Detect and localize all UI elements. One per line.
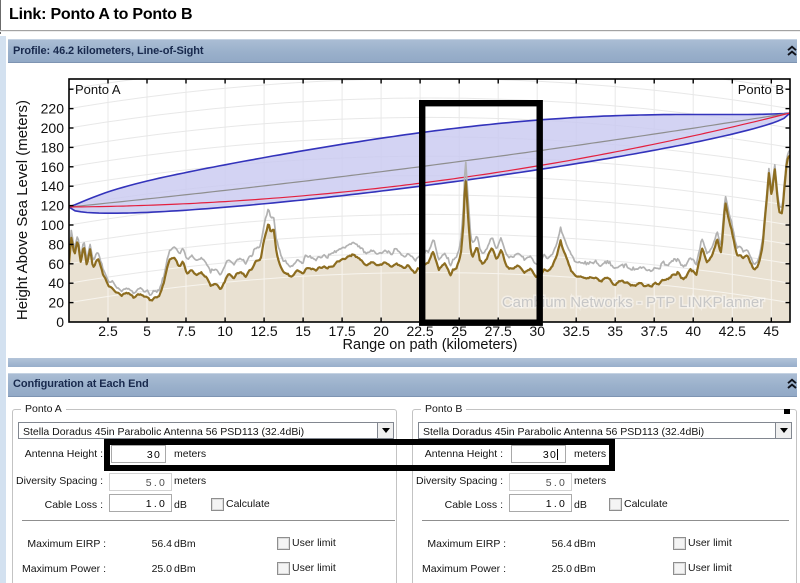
svg-text:Range on path (kilometers): Range on path (kilometers) xyxy=(343,337,518,353)
svg-text:Height Above Sea Level (meters: Height Above Sea Level (meters) xyxy=(14,100,31,320)
svg-text:20: 20 xyxy=(373,323,389,339)
svg-text:27.5: 27.5 xyxy=(485,323,512,339)
svg-text:40: 40 xyxy=(685,323,701,339)
svg-text:40: 40 xyxy=(48,275,64,291)
svg-text:22.5: 22.5 xyxy=(406,323,433,339)
svg-text:5: 5 xyxy=(143,323,151,339)
svg-text:0: 0 xyxy=(56,314,64,330)
svg-text:140: 140 xyxy=(41,178,65,194)
svg-text:200: 200 xyxy=(41,120,65,136)
svg-text:25: 25 xyxy=(451,323,467,339)
svg-text:Ponto B: Ponto B xyxy=(738,82,784,97)
svg-text:45: 45 xyxy=(764,323,780,339)
svg-text:80: 80 xyxy=(48,236,64,252)
svg-text:37.5: 37.5 xyxy=(641,323,668,339)
svg-text:100: 100 xyxy=(41,217,65,233)
svg-text:10: 10 xyxy=(217,323,233,339)
svg-text:32.5: 32.5 xyxy=(563,323,590,339)
svg-text:60: 60 xyxy=(48,256,64,272)
svg-text:180: 180 xyxy=(41,139,65,155)
svg-text:2.5: 2.5 xyxy=(98,323,118,339)
svg-text:220: 220 xyxy=(41,101,65,117)
svg-text:15: 15 xyxy=(295,323,311,339)
svg-text:12.5: 12.5 xyxy=(250,323,277,339)
svg-text:17.5: 17.5 xyxy=(328,323,355,339)
svg-text:20: 20 xyxy=(48,295,64,311)
svg-text:30: 30 xyxy=(529,323,545,339)
svg-text:Cambium Networks - PTP LINKPla: Cambium Networks - PTP LINKPlanner xyxy=(502,294,764,311)
svg-text:Ponto A: Ponto A xyxy=(75,82,121,97)
svg-text:35: 35 xyxy=(607,323,623,339)
svg-text:7.5: 7.5 xyxy=(176,323,196,339)
svg-text:120: 120 xyxy=(41,198,65,214)
svg-text:42.5: 42.5 xyxy=(719,323,746,339)
svg-text:160: 160 xyxy=(41,159,65,175)
